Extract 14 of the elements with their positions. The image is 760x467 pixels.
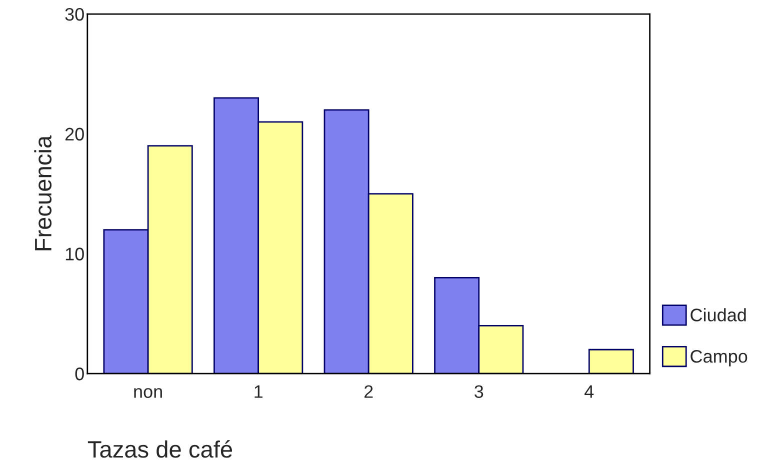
x-tick-label: 3 — [474, 385, 484, 398]
x-tick-label: 1 — [254, 385, 262, 398]
y-tick-label: 30 — [65, 8, 84, 21]
legend-label: Campo — [690, 350, 748, 366]
x-axis-title: Tazas de café — [88, 440, 232, 458]
y-tick-label: 20 — [65, 128, 84, 141]
x-tick-label: 4 — [584, 385, 594, 398]
x-tick-label: 2 — [364, 385, 373, 398]
bar — [588, 348, 634, 374]
x-tick-label: non — [134, 388, 162, 398]
y-tick-label: 0 — [75, 368, 84, 380]
legend-label: Ciudad — [690, 308, 746, 322]
y-tick-label: 10 — [66, 248, 84, 260]
y-axis-title: Frecuencia — [34, 135, 52, 250]
